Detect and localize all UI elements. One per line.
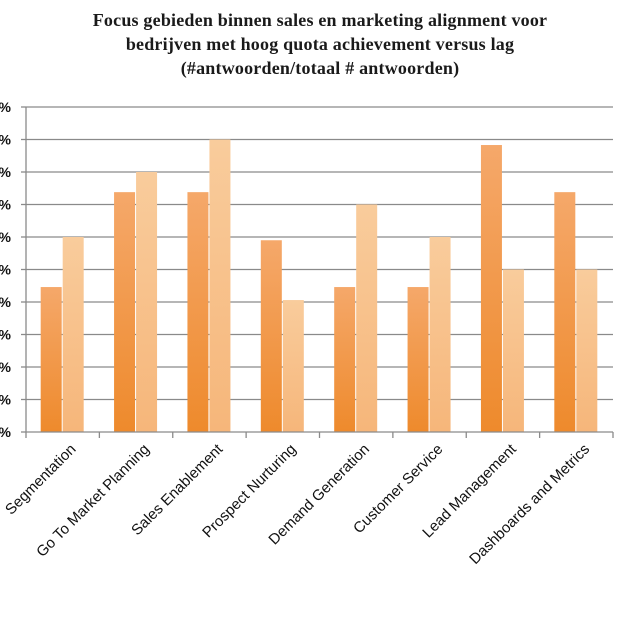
bar-light <box>576 269 598 432</box>
bar-dark <box>260 240 282 432</box>
y-tick-label: 70% <box>0 197 12 213</box>
bar-dark <box>407 287 429 432</box>
y-tick-label: 100% <box>0 99 12 115</box>
bar-light <box>136 172 158 432</box>
bar-dark <box>40 287 62 432</box>
bar-dark <box>114 192 136 432</box>
title-line-3: (#antwoorden/totaal # antwoorden) <box>180 58 460 78</box>
y-tick-label: 20% <box>0 359 12 375</box>
bar-light <box>502 269 524 432</box>
title-line-2: bedrijven met hoog quota achievement ver… <box>125 34 515 54</box>
bar-light <box>209 139 231 432</box>
bar-dark <box>187 192 209 432</box>
title-line-1: Focus gebieden binnen sales en marketing… <box>92 10 548 30</box>
y-tick-label: 60% <box>0 229 12 245</box>
y-tick-label: 0% <box>0 424 12 440</box>
bar-dark <box>480 145 502 432</box>
bar-light <box>62 237 84 432</box>
bar-dark <box>334 287 356 432</box>
bar-light <box>282 300 304 432</box>
y-tick-label: 30% <box>0 327 12 343</box>
x-category-label: Segmentation <box>2 441 79 518</box>
chart-title: Focus gebieden binnen sales en marketing… <box>20 8 620 80</box>
bar-light <box>356 204 378 432</box>
y-tick-label: 10% <box>0 392 12 408</box>
x-category-label: Dashboards and Metrics <box>466 441 593 568</box>
bar-dark <box>554 192 576 432</box>
y-tick-label: 90% <box>0 132 12 148</box>
y-tick-label: 80% <box>0 164 12 180</box>
y-tick-label: 50% <box>0 262 12 278</box>
y-tick-label: 40% <box>0 294 12 310</box>
bar-light <box>429 237 451 432</box>
